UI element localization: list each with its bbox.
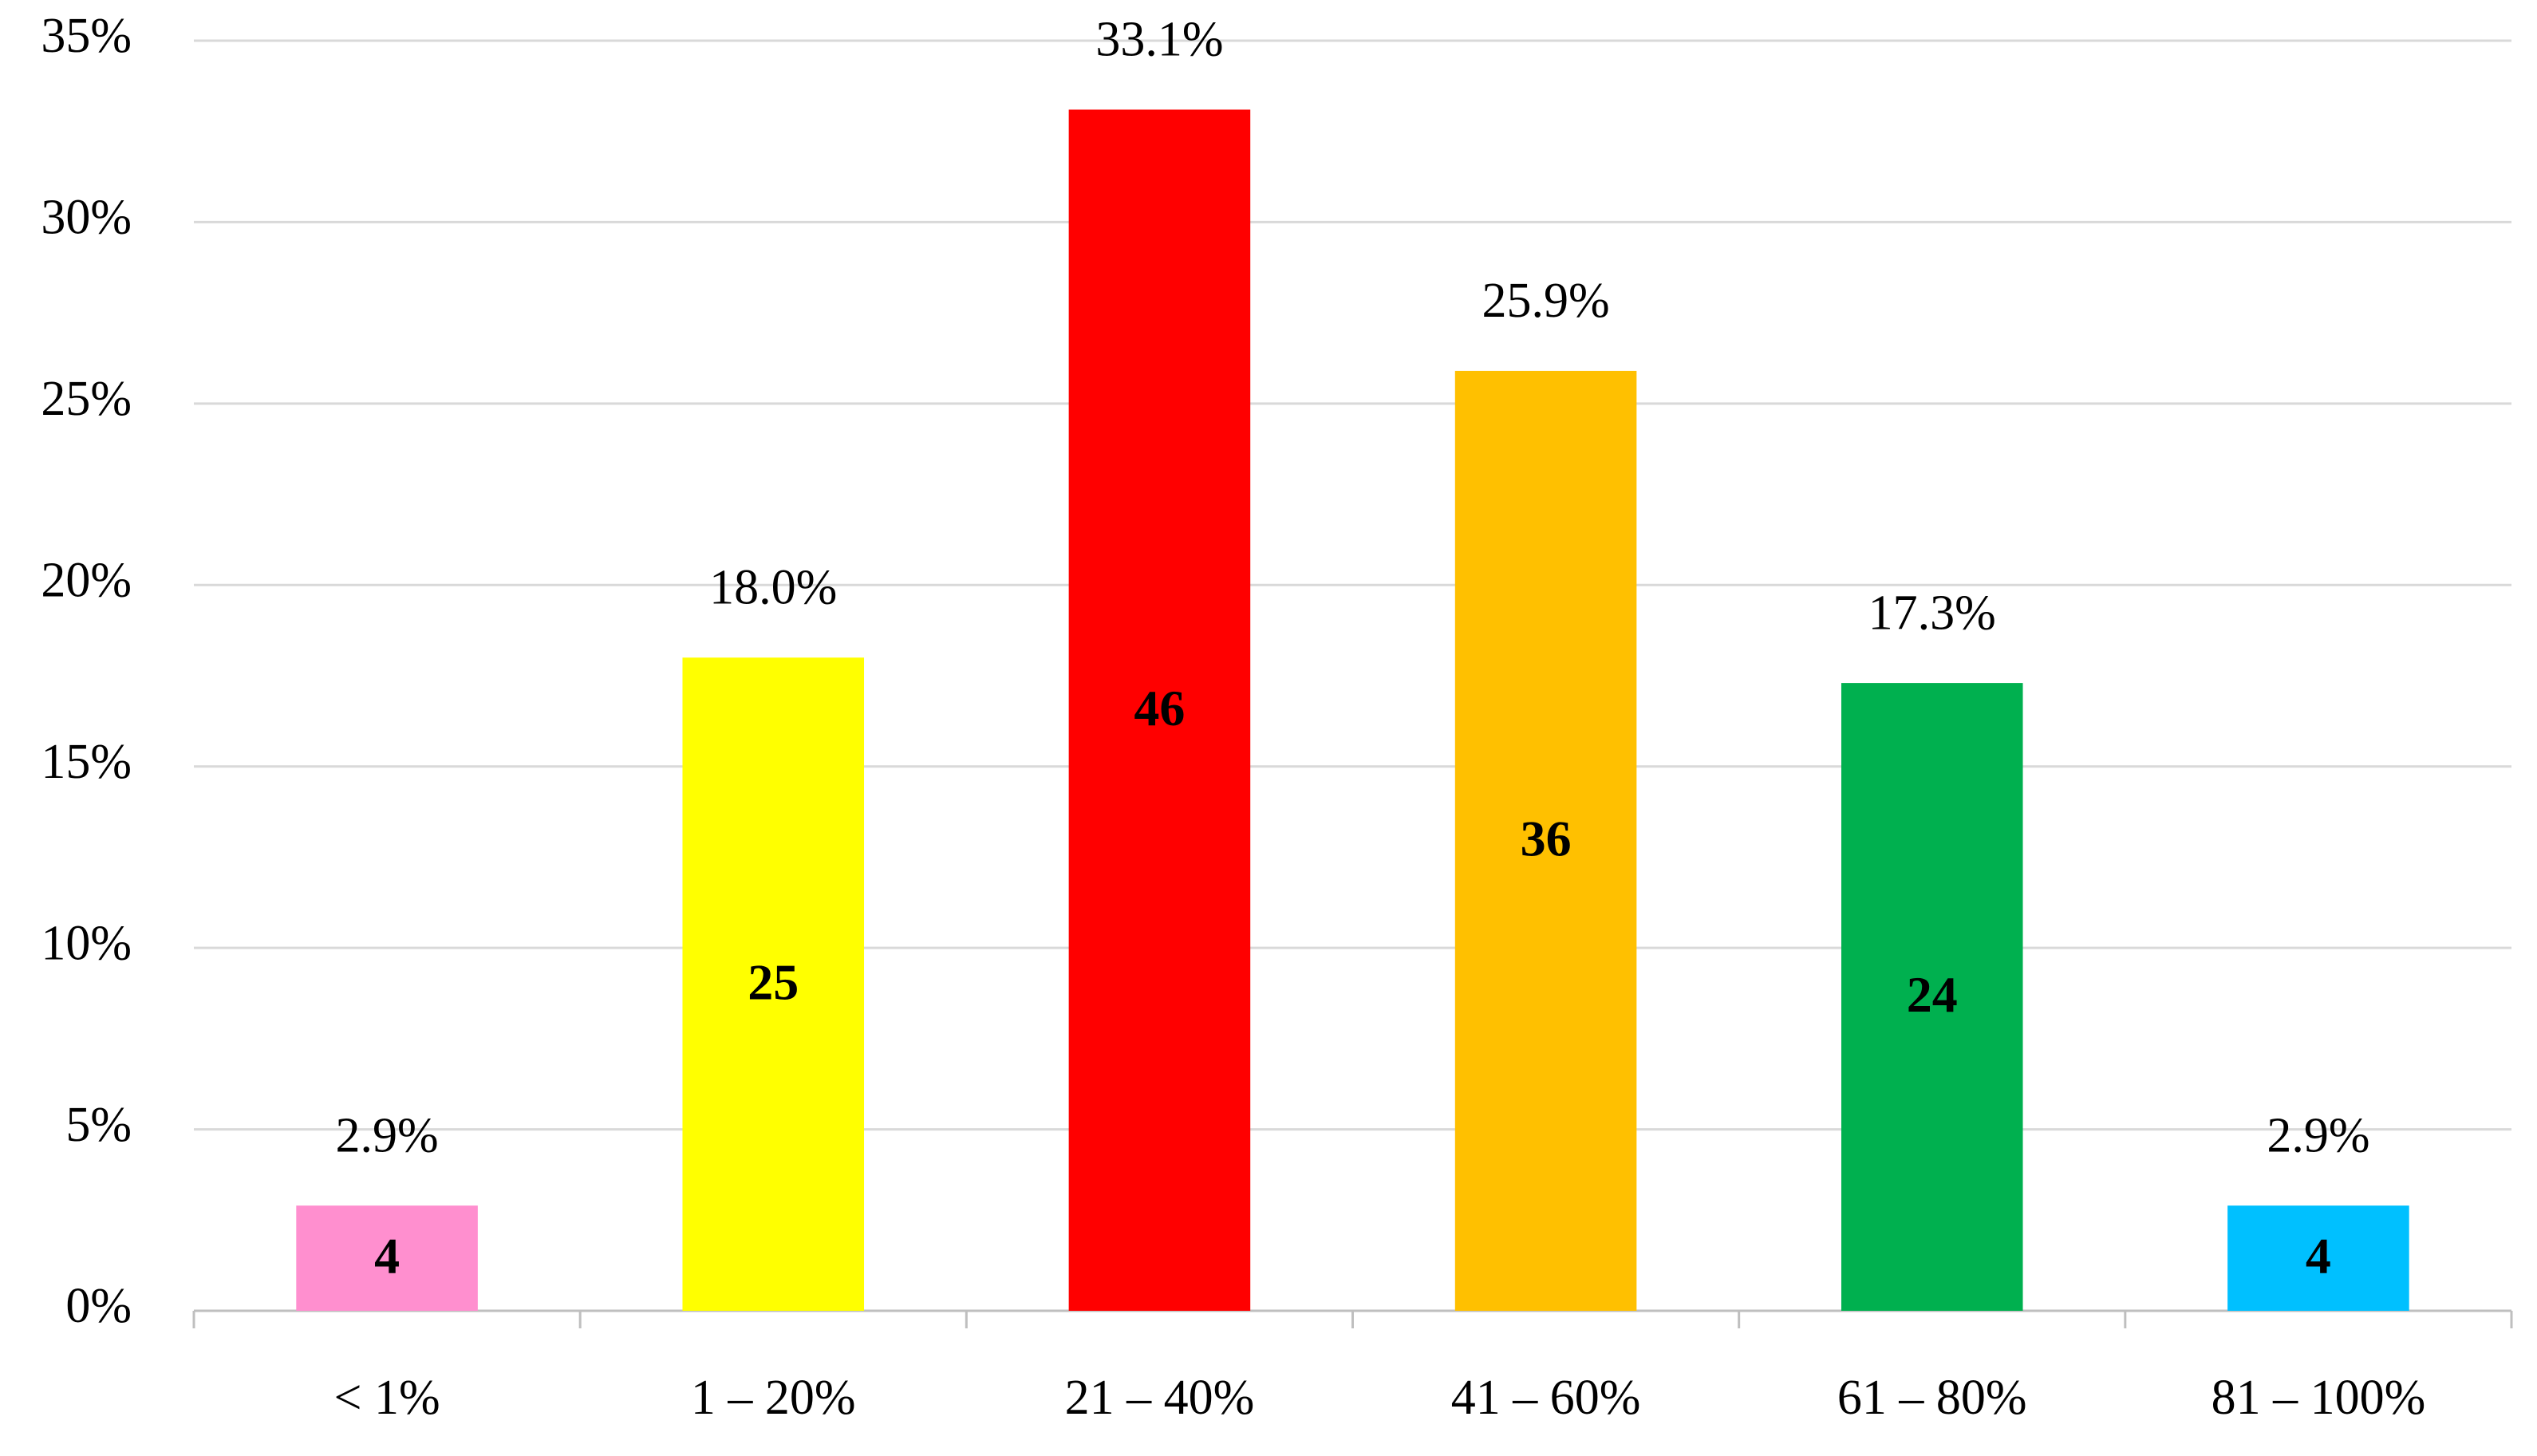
value-label: 2.9% [336,1108,439,1162]
value-label: 2.9% [2267,1108,2369,1162]
x-tick-label: 41 – 60% [1451,1371,1641,1425]
x-tick-label: 1 – 20% [691,1371,856,1425]
bar [1068,109,1251,1311]
y-tick-label: 15% [41,735,132,789]
x-tick-label: 61 – 80% [1837,1371,2027,1425]
y-tick-label: 20% [41,554,132,608]
value-label: 25.9% [1482,274,1610,328]
bar [1454,370,1637,1311]
count-label: 4 [374,1228,400,1284]
y-tick-label: 30% [41,191,132,245]
bar [296,1205,478,1311]
value-label: 17.3% [1868,586,1996,640]
y-tick-label: 25% [41,372,132,426]
count-label: 25 [748,953,799,1010]
x-tick-label: 21 – 40% [1065,1371,1255,1425]
bar [682,657,865,1311]
bar [1841,683,2023,1311]
count-label: 24 [1907,966,1958,1023]
bar [2227,1205,2409,1311]
value-label: 18.0% [709,560,837,614]
count-label: 4 [2306,1228,2331,1284]
y-tick-label: 35% [41,9,132,63]
y-tick-label: 0% [65,1279,132,1333]
y-tick-label: 10% [41,916,132,970]
y-tick-label: 5% [65,1098,132,1152]
count-label: 36 [1521,811,1572,867]
value-label: 33.1% [1095,13,1223,67]
count-label: 46 [1134,680,1185,736]
x-tick-label: 81 – 100% [2211,1371,2426,1425]
x-tick-label: < 1% [334,1371,440,1425]
